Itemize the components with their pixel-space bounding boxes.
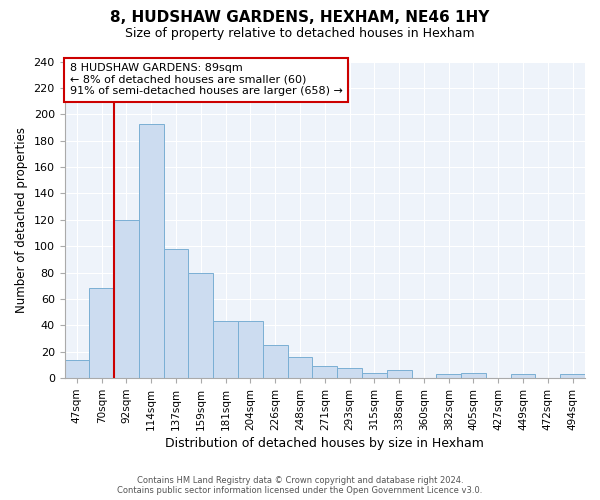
Bar bbox=[461, 373, 486, 378]
Bar bbox=[164, 249, 188, 378]
Bar bbox=[387, 370, 412, 378]
Bar bbox=[287, 357, 313, 378]
Bar bbox=[188, 272, 213, 378]
X-axis label: Distribution of detached houses by size in Hexham: Distribution of detached houses by size … bbox=[166, 437, 484, 450]
Bar bbox=[560, 374, 585, 378]
Y-axis label: Number of detached properties: Number of detached properties bbox=[15, 127, 28, 313]
Bar bbox=[65, 360, 89, 378]
Bar bbox=[89, 288, 114, 378]
Text: Contains HM Land Registry data © Crown copyright and database right 2024.
Contai: Contains HM Land Registry data © Crown c… bbox=[118, 476, 482, 495]
Bar bbox=[238, 322, 263, 378]
Bar bbox=[313, 366, 337, 378]
Bar bbox=[139, 124, 164, 378]
Bar bbox=[362, 373, 387, 378]
Text: 8, HUDSHAW GARDENS, HEXHAM, NE46 1HY: 8, HUDSHAW GARDENS, HEXHAM, NE46 1HY bbox=[110, 10, 490, 25]
Text: Size of property relative to detached houses in Hexham: Size of property relative to detached ho… bbox=[125, 28, 475, 40]
Bar bbox=[263, 345, 287, 378]
Bar bbox=[436, 374, 461, 378]
Text: 8 HUDSHAW GARDENS: 89sqm
← 8% of detached houses are smaller (60)
91% of semi-de: 8 HUDSHAW GARDENS: 89sqm ← 8% of detache… bbox=[70, 63, 343, 96]
Bar bbox=[213, 322, 238, 378]
Bar bbox=[511, 374, 535, 378]
Bar bbox=[337, 368, 362, 378]
Bar bbox=[114, 220, 139, 378]
